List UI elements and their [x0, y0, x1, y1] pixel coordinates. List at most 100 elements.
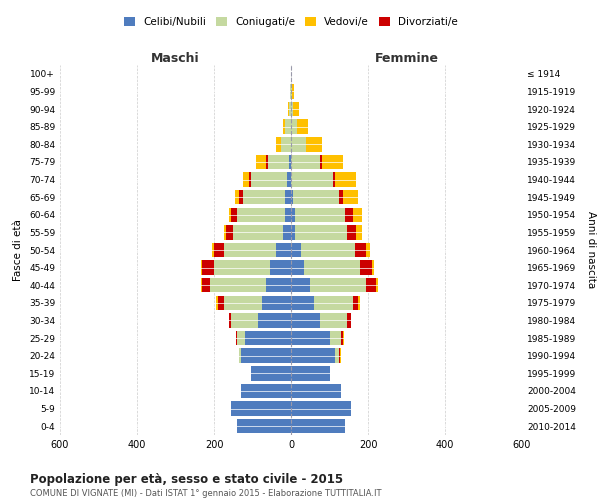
Bar — [283, 225, 291, 240]
Bar — [237, 331, 245, 345]
Bar — [218, 296, 224, 310]
Bar — [202, 260, 214, 275]
Bar — [297, 120, 308, 134]
Bar — [200, 278, 202, 292]
Bar — [335, 172, 356, 186]
Bar — [224, 225, 226, 240]
Bar — [262, 296, 291, 310]
Bar — [376, 278, 377, 292]
Bar — [304, 260, 360, 275]
Bar — [339, 190, 343, 204]
Bar — [329, 366, 330, 380]
Bar — [268, 154, 289, 169]
Bar — [291, 402, 350, 416]
Bar — [291, 84, 292, 98]
Bar — [291, 314, 320, 328]
Bar — [214, 243, 224, 257]
Bar — [356, 225, 362, 240]
Bar — [214, 260, 270, 275]
Bar — [266, 278, 291, 292]
Bar — [350, 314, 352, 328]
Bar — [233, 225, 283, 240]
Bar — [339, 348, 340, 363]
Bar — [291, 348, 335, 363]
Bar — [360, 260, 372, 275]
Bar — [285, 190, 291, 204]
Bar — [291, 278, 310, 292]
Bar — [283, 120, 285, 134]
Bar — [343, 190, 358, 204]
Bar — [291, 225, 295, 240]
Bar — [226, 225, 233, 240]
Bar — [310, 278, 366, 292]
Bar — [355, 243, 366, 257]
Bar — [292, 84, 293, 98]
Bar — [239, 190, 243, 204]
Bar — [301, 243, 355, 257]
Bar — [291, 419, 345, 434]
Bar — [241, 348, 291, 363]
Bar — [320, 154, 322, 169]
Bar — [340, 348, 341, 363]
Bar — [235, 190, 239, 204]
Bar — [289, 102, 291, 117]
Bar — [291, 260, 304, 275]
Bar — [243, 190, 285, 204]
Bar — [256, 154, 266, 169]
Bar — [353, 208, 362, 222]
Bar — [224, 243, 275, 257]
Bar — [275, 137, 281, 152]
Bar — [314, 296, 353, 310]
Bar — [285, 120, 291, 134]
Bar — [239, 348, 241, 363]
Bar — [245, 331, 291, 345]
Bar — [275, 243, 291, 257]
Bar — [232, 208, 237, 222]
Bar — [291, 296, 314, 310]
Bar — [347, 314, 350, 328]
Bar — [291, 384, 341, 398]
Bar — [251, 172, 287, 186]
Bar — [232, 402, 291, 416]
Bar — [293, 190, 339, 204]
Bar — [241, 384, 291, 398]
Bar — [229, 314, 232, 328]
Bar — [210, 278, 266, 292]
Bar — [212, 243, 214, 257]
Bar — [358, 296, 360, 310]
Bar — [243, 172, 248, 186]
Bar — [295, 225, 347, 240]
Bar — [258, 314, 291, 328]
Bar — [353, 296, 358, 310]
Bar — [291, 366, 329, 380]
Text: Popolazione per età, sesso e stato civile - 2015: Popolazione per età, sesso e stato civil… — [30, 472, 343, 486]
Bar — [291, 120, 297, 134]
Bar — [224, 296, 262, 310]
Bar — [291, 190, 293, 204]
Bar — [236, 331, 237, 345]
Bar — [281, 137, 291, 152]
Bar — [202, 278, 210, 292]
Bar — [347, 225, 356, 240]
Bar — [291, 137, 307, 152]
Bar — [285, 208, 291, 222]
Bar — [291, 154, 320, 169]
Bar — [322, 154, 343, 169]
Bar — [291, 208, 295, 222]
Legend: Celibi/Nubili, Coniugati/e, Vedovi/e, Divorziati/e: Celibi/Nubili, Coniugati/e, Vedovi/e, Di… — [120, 13, 462, 31]
Bar — [291, 243, 301, 257]
Bar — [335, 348, 339, 363]
Bar — [293, 102, 299, 117]
Bar — [345, 208, 353, 222]
Text: Maschi: Maschi — [151, 52, 200, 65]
Bar — [372, 260, 374, 275]
Bar — [291, 102, 293, 117]
Bar — [289, 154, 291, 169]
Bar — [366, 278, 376, 292]
Bar — [266, 154, 268, 169]
Text: COMUNE DI VIGNATE (MI) - Dati ISTAT 1° gennaio 2015 - Elaborazione TUTTITALIA.IT: COMUNE DI VIGNATE (MI) - Dati ISTAT 1° g… — [30, 489, 382, 498]
Bar — [287, 172, 291, 186]
Bar — [237, 419, 291, 434]
Bar — [290, 84, 291, 98]
Bar — [334, 172, 335, 186]
